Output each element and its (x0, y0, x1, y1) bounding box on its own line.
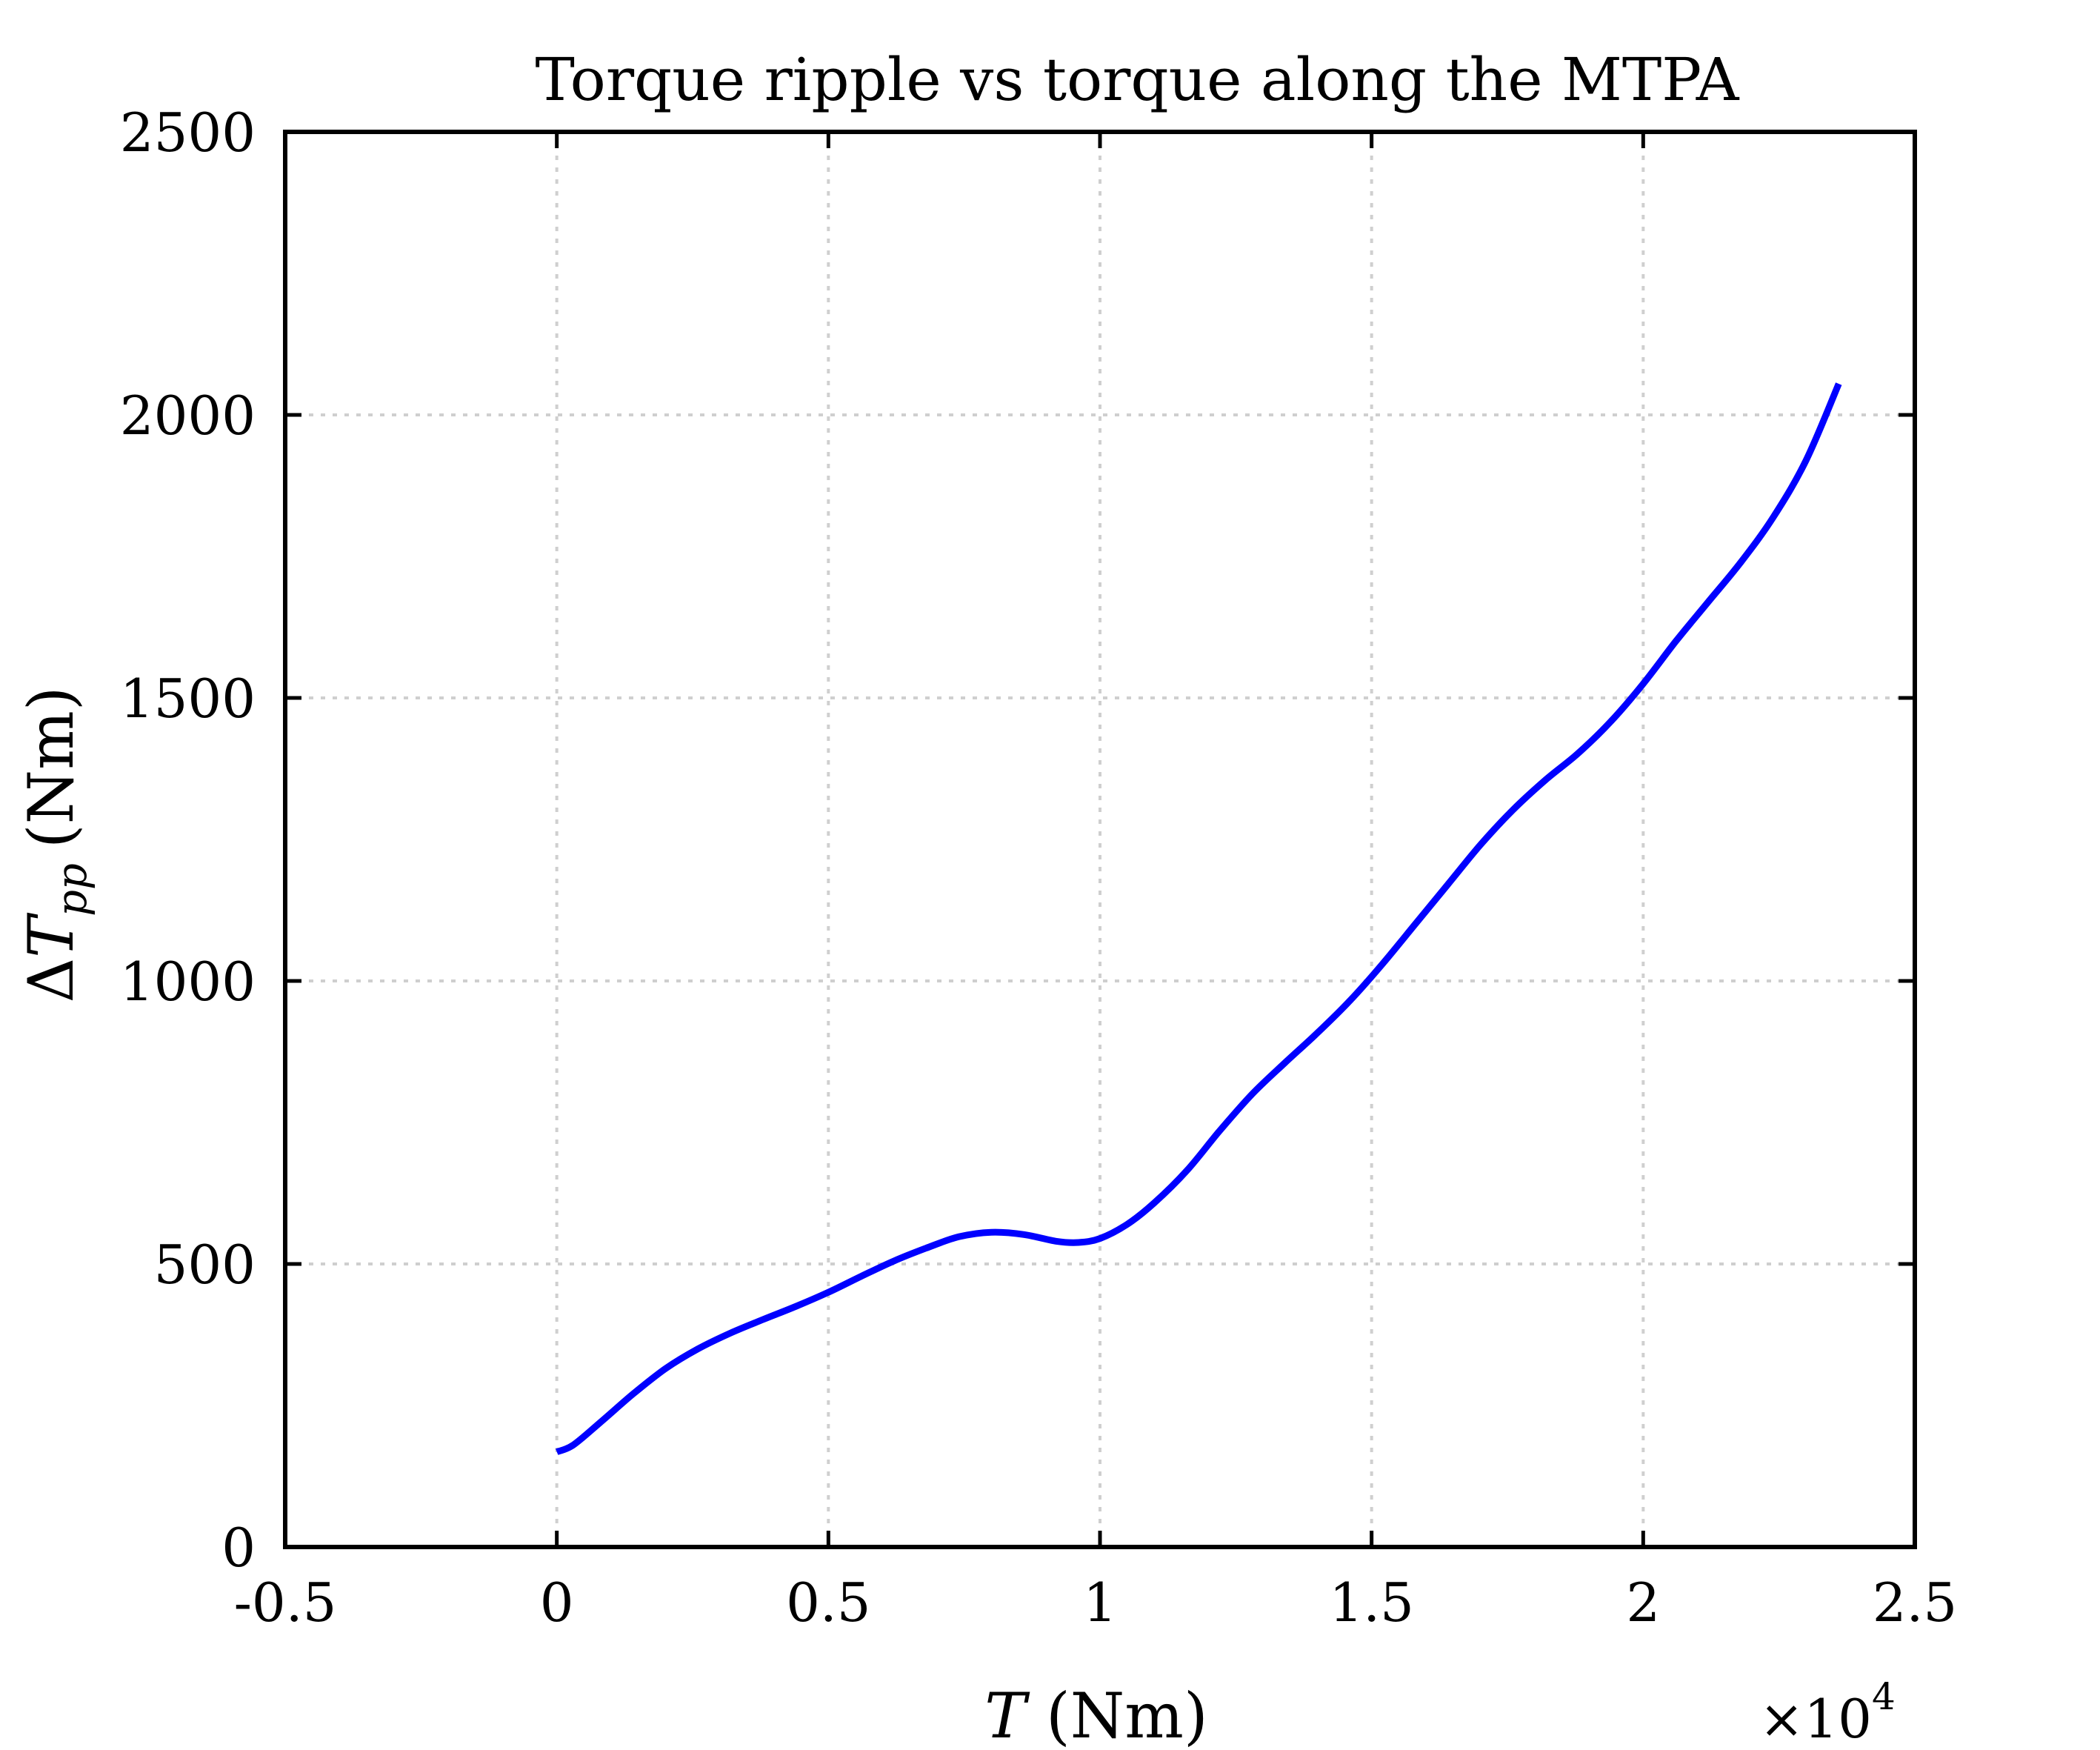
x-tick-labels: -0.5 0 0.5 1 1.5 2 2.5 (234, 1571, 1958, 1634)
x-tick-label: 2 (1626, 1571, 1660, 1634)
y-tick-label: 1500 (120, 668, 256, 730)
x-axis-label: T (Nm) (984, 1680, 1207, 1750)
series-line (555, 382, 1842, 1455)
y-tick-label: 2500 (120, 102, 256, 164)
x-tick-label: -0.5 (234, 1571, 337, 1634)
y-tick-label: 500 (154, 1234, 256, 1296)
x-multiplier-exponent: 4 (1872, 1675, 1896, 1718)
x-axis-unit: (Nm) (1046, 1680, 1208, 1750)
y-axis-label: ΔTpp (Nm) (15, 686, 96, 1002)
x-multiplier-base: ×10 (1759, 1688, 1872, 1750)
x-tick-label: 0.5 (786, 1571, 871, 1634)
x-tick-label: 2.5 (1873, 1571, 1958, 1634)
y-tick-label: 1000 (120, 951, 256, 1013)
x-multiplier-label: ×104 (1759, 1675, 1896, 1750)
series-layer (555, 382, 1842, 1455)
x-axis-symbol: T (984, 1680, 1030, 1750)
y-tick-labels: 0 500 1000 1500 2000 2500 (120, 102, 256, 1579)
y-tick-label: 0 (221, 1517, 256, 1579)
x-tick-label: 1 (1083, 1571, 1117, 1634)
chart-title: Torque ripple vs torque along the MTPA (536, 45, 1740, 114)
y-tick-label: 2000 (120, 385, 256, 447)
tick-marks (283, 130, 1917, 1549)
y-axis-symbol: T (15, 912, 87, 958)
x-tick-label: 1.5 (1329, 1571, 1414, 1634)
y-axis-unit: (Nm) (15, 686, 87, 848)
x-tick-label: 0 (540, 1571, 574, 1634)
y-axis-subscript: pp (48, 863, 96, 916)
y-axis-prefix: Δ (15, 958, 87, 1003)
